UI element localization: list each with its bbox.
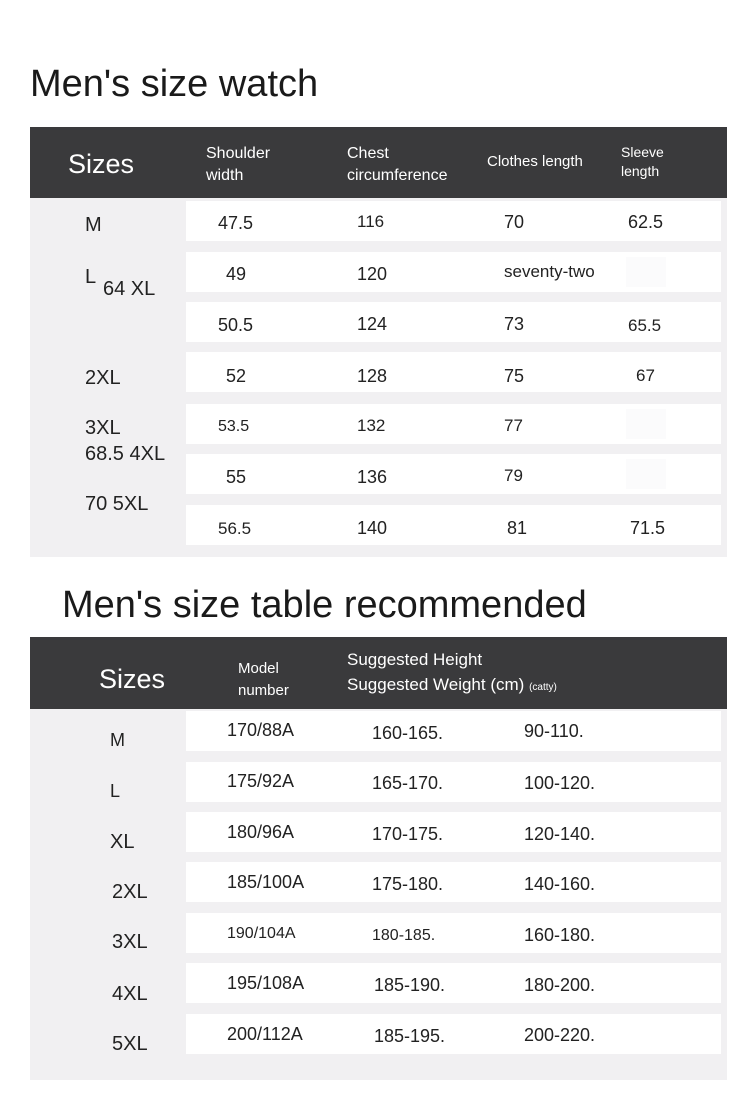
- model-cell: 170/88A: [227, 720, 295, 740]
- table-row: 195/108A 185-190. 180-200.: [186, 963, 721, 1003]
- length-cell: seventy-two: [504, 262, 595, 281]
- chest-cell: 128: [357, 366, 388, 386]
- header-shoulder-width: Shoulder width: [206, 145, 271, 184]
- size-table-header: Sizes Model number Suggested Height Sugg…: [30, 637, 727, 709]
- table-row: 56.5 140 81 71.5: [186, 505, 721, 545]
- weight-cell: 160-180.: [524, 925, 596, 945]
- chest-cell: 116: [357, 212, 385, 231]
- size-label: 68.5 4XL: [85, 443, 166, 465]
- length-cell: 70: [504, 212, 525, 232]
- shoulder-cell: 56.5: [218, 519, 252, 538]
- table-row: 175/92A 165-170. 100-120.: [186, 762, 721, 802]
- header-model-number: Model number: [238, 660, 289, 699]
- weight-cell: 100-120.: [524, 773, 596, 793]
- sleeve-cell-blank: [626, 257, 666, 287]
- table-row: 49 120 seventy-two: [186, 252, 721, 292]
- size-label: 3XL: [85, 417, 121, 439]
- header-suggested-height: Suggested Height: [347, 650, 483, 669]
- size-label: 2XL: [85, 367, 121, 389]
- sleeve-cell: 71.5: [630, 518, 666, 538]
- weight-cell: 90-110.: [524, 721, 584, 741]
- length-cell: 77: [504, 416, 523, 435]
- size-watch-header: Sizes Shoulder width Chest circumference…: [30, 127, 727, 198]
- table-row: 52 128 75 67: [186, 352, 721, 392]
- size-label: M: [85, 214, 102, 236]
- table-row: 53.5 132 77: [186, 404, 721, 444]
- shoulder-cell: 47.5: [218, 213, 254, 233]
- size-label: M: [110, 730, 125, 750]
- sleeve-cell: 65.5: [628, 316, 662, 335]
- table-row: 170/88A 160-165. 90-110.: [186, 711, 721, 751]
- chest-cell: 124: [357, 314, 388, 334]
- chest-cell: 132: [357, 416, 386, 435]
- length-cell: 81: [507, 518, 528, 538]
- shoulder-cell: 53.5: [218, 418, 250, 435]
- table-row: 47.5 116 70 62.5: [186, 201, 721, 241]
- sleeve-cell: 62.5: [628, 212, 664, 232]
- table-row: 190/104A 180-185. 160-180.: [186, 913, 721, 953]
- height-cell: 185-195.: [374, 1026, 446, 1046]
- model-cell: 195/108A: [227, 973, 305, 993]
- length-cell: 75: [504, 366, 525, 386]
- model-cell: 190/104A: [227, 925, 296, 942]
- shoulder-cell: 49: [226, 264, 247, 284]
- model-cell: 200/112A: [227, 1024, 303, 1044]
- weight-cell: 180-200.: [524, 975, 596, 995]
- size-label: 70 5XL: [85, 493, 149, 515]
- model-cell: 180/96A: [227, 822, 295, 842]
- shoulder-cell: 50.5: [218, 315, 254, 335]
- height-cell: 180-185.: [372, 927, 436, 944]
- header-clothes-length: Clothes length: [487, 153, 583, 170]
- length-cell: 73: [504, 314, 525, 334]
- size-label: 4XL: [112, 983, 148, 1005]
- shoulder-cell: 55: [226, 467, 247, 487]
- header-sizes: Sizes: [68, 149, 135, 179]
- table-row: 180/96A 170-175. 120-140.: [186, 812, 721, 852]
- size-table-recommended: Sizes Model number Suggested Height Sugg…: [30, 637, 727, 1080]
- header-chest-circumference: Chest circumference: [347, 145, 448, 184]
- chest-cell: 136: [357, 467, 388, 487]
- length-cell: 79: [504, 466, 523, 485]
- table-row: 200/112A 185-195. 200-220.: [186, 1014, 721, 1054]
- header-suggested-weight-text: Suggested Weight (cm): [347, 675, 525, 694]
- size-label: 2XL: [112, 881, 148, 903]
- table-row: 185/100A 175-180. 140-160.: [186, 862, 721, 902]
- height-cell: 185-190.: [374, 975, 446, 995]
- size-label: L: [110, 781, 121, 801]
- size-label: XL: [110, 831, 135, 853]
- size-label: L: [85, 266, 97, 288]
- size-label: 64 XL: [103, 278, 156, 300]
- chest-cell: 140: [357, 518, 388, 538]
- weight-cell: 200-220.: [524, 1025, 596, 1045]
- model-cell: 175/92A: [227, 771, 295, 791]
- size-watch-title: Men's size watch: [30, 63, 319, 105]
- header-sleeve-length: Sleeve length: [621, 144, 664, 179]
- shoulder-cell: 52: [226, 366, 247, 386]
- weight-cell: 140-160.: [524, 874, 596, 894]
- header-sizes: Sizes: [99, 664, 166, 694]
- sleeve-cell-blank: [626, 409, 666, 439]
- size-label: 5XL: [112, 1033, 148, 1055]
- header-suggested-weight: Suggested Weight (cm) (catty): [347, 674, 557, 699]
- chest-cell: 120: [357, 264, 388, 284]
- height-cell: 170-175.: [372, 824, 444, 844]
- header-catty-unit: (catty): [529, 682, 557, 693]
- table-row: 55 136 79: [186, 454, 721, 494]
- height-cell: 175-180.: [372, 874, 444, 894]
- height-cell: 165-170.: [372, 773, 444, 793]
- size-label: 3XL: [112, 931, 148, 953]
- height-cell: 160-165.: [372, 723, 444, 743]
- weight-cell: 120-140.: [524, 824, 596, 844]
- sleeve-cell-blank: [626, 459, 666, 489]
- table-row: 50.5 124 73 65.5: [186, 302, 721, 342]
- sleeve-cell: 67: [636, 366, 655, 385]
- size-table-title: Men's size table recommended: [62, 584, 587, 626]
- model-cell: 185/100A: [227, 872, 305, 892]
- size-watch-table: Sizes Shoulder width Chest circumference…: [30, 127, 727, 557]
